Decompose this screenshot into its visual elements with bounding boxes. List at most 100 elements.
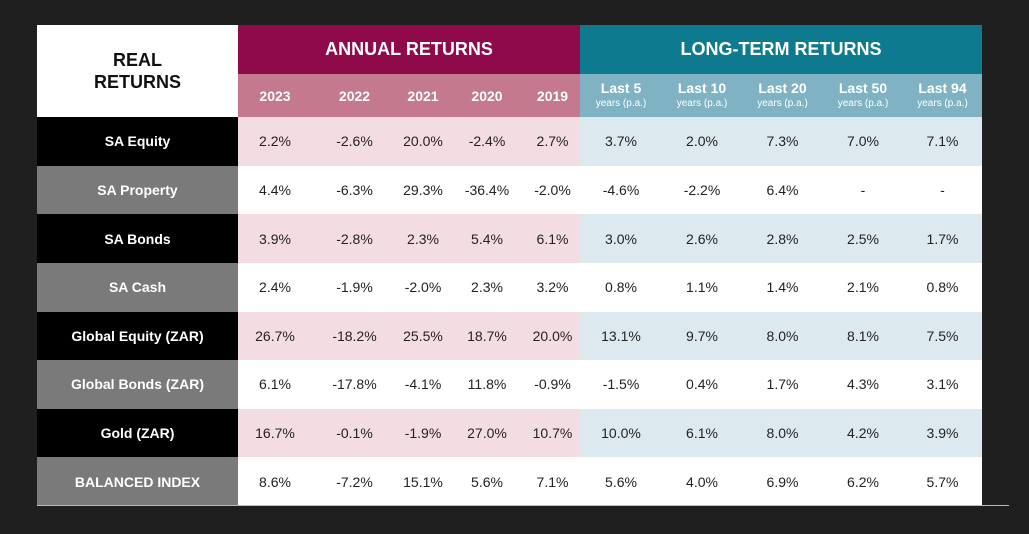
data-cell: 10.0% <box>580 408 662 458</box>
data-cell: 4.2% <box>823 408 903 458</box>
data-cell: 7.1% <box>903 117 982 166</box>
data-cell: 15.1% <box>397 457 449 506</box>
column-header-label: Last 20 <box>758 79 807 96</box>
column-header-label: Last 10 <box>677 79 727 96</box>
data-cell: 6.4% <box>742 165 823 215</box>
data-cell: 20.0% <box>397 117 449 166</box>
data-cell: 2.3% <box>397 214 449 263</box>
data-cell: 1.1% <box>662 262 742 312</box>
row-label: SA Equity <box>37 117 238 166</box>
data-cell: 8.0% <box>742 311 823 361</box>
data-cell: -0.9% <box>525 360 580 409</box>
row-label: Gold (ZAR) <box>37 408 238 458</box>
column-header-sublabel: years (p.a.) <box>917 97 968 109</box>
data-cell: -17.8% <box>312 360 397 409</box>
data-cell: 3.7% <box>580 117 662 166</box>
data-cell: 1.4% <box>742 262 823 312</box>
data-cell: 3.9% <box>903 408 982 458</box>
data-cell: 7.3% <box>742 117 823 166</box>
column-header-sublabel: years (p.a.) <box>595 97 647 109</box>
data-cell: 8.0% <box>742 408 823 458</box>
corner-label: REAL RETURNS <box>37 25 238 117</box>
data-cell: 7.0% <box>823 117 903 166</box>
data-cell: 4.3% <box>823 360 903 409</box>
row-label: SA Property <box>37 165 238 215</box>
row-label: SA Cash <box>37 262 238 312</box>
row-label: SA Bonds <box>37 214 238 263</box>
data-cell: -2.0% <box>525 165 580 215</box>
data-cell: 5.4% <box>449 214 525 263</box>
data-cell: -18.2% <box>312 311 397 361</box>
data-cell: 2.7% <box>525 117 580 166</box>
data-cell: 7.5% <box>903 311 982 361</box>
data-cell: 29.3% <box>397 165 449 215</box>
data-cell: -4.6% <box>580 165 662 215</box>
column-header: 2022 <box>312 74 397 117</box>
corner-label-line-2: RETURNS <box>93 72 181 92</box>
data-cell: 2.1% <box>823 262 903 312</box>
data-cell: -2.6% <box>312 117 397 166</box>
data-cell: 3.2% <box>525 262 580 312</box>
data-cell: -1.9% <box>312 262 397 312</box>
column-header: Last 10 years (p.a.) <box>662 74 742 117</box>
data-cell: 9.7% <box>662 311 742 361</box>
data-cell: 18.7% <box>449 311 525 361</box>
column-header-label: Last 94 <box>918 79 967 96</box>
column-header-label: Last 5 <box>600 79 642 96</box>
data-cell: - <box>823 165 903 215</box>
data-cell: 3.9% <box>238 214 312 263</box>
column-header-sublabel: years (p.a.) <box>757 97 808 109</box>
data-cell: 8.1% <box>823 311 903 361</box>
data-cell: -7.2% <box>312 457 397 506</box>
real-returns-table: REAL RETURNS ANNUAL RETURNS LONG-TERM RE… <box>37 25 1009 506</box>
data-cell: 2.5% <box>823 214 903 263</box>
data-cell: 27.0% <box>449 408 525 458</box>
data-cell: 8.6% <box>238 457 312 506</box>
column-header: Last 20 years (p.a.) <box>742 74 823 117</box>
data-cell: 2.0% <box>662 117 742 166</box>
data-cell: 6.1% <box>525 214 580 263</box>
data-cell: 4.0% <box>662 457 742 506</box>
data-cell: 0.8% <box>580 262 662 312</box>
column-header: Last 50 years (p.a.) <box>823 74 903 117</box>
data-cell: 6.1% <box>238 360 312 409</box>
column-header: 2021 <box>397 74 449 117</box>
data-cell: 4.4% <box>238 165 312 215</box>
data-cell: 3.0% <box>580 214 662 263</box>
data-cell: 2.6% <box>662 214 742 263</box>
row-label: Global Bonds (ZAR) <box>37 360 238 409</box>
data-cell: 6.1% <box>662 408 742 458</box>
corner-label-line-1: REAL <box>113 50 162 70</box>
data-cell: -6.3% <box>312 165 397 215</box>
data-cell: 1.7% <box>742 360 823 409</box>
data-cell: 5.6% <box>580 457 662 506</box>
data-cell: -2.4% <box>449 117 525 166</box>
data-cell: 25.5% <box>397 311 449 361</box>
data-cell: -0.1% <box>312 408 397 458</box>
data-cell: 11.8% <box>449 360 525 409</box>
data-cell: 3.1% <box>903 360 982 409</box>
annual-returns-header: ANNUAL RETURNS <box>238 25 580 74</box>
data-cell: 5.6% <box>449 457 525 506</box>
column-header: 2020 <box>449 74 525 117</box>
data-cell: 2.2% <box>238 117 312 166</box>
data-cell: -1.5% <box>580 360 662 409</box>
data-cell: 20.0% <box>525 311 580 361</box>
row-label: BALANCED INDEX <box>37 457 238 506</box>
data-cell: -4.1% <box>397 360 449 409</box>
data-cell: 2.3% <box>449 262 525 312</box>
long-term-returns-header: LONG-TERM RETURNS <box>580 25 982 74</box>
data-cell: - <box>903 165 982 215</box>
data-cell: -2.2% <box>662 165 742 215</box>
column-header: Last 94 years (p.a.) <box>903 74 982 117</box>
data-cell: 6.2% <box>823 457 903 506</box>
data-cell: 26.7% <box>238 311 312 361</box>
row-label: Global Equity (ZAR) <box>37 311 238 361</box>
data-cell: 0.4% <box>662 360 742 409</box>
column-header: 2019 <box>525 74 580 117</box>
data-cell: 5.7% <box>903 457 982 506</box>
data-cell: 0.8% <box>903 262 982 312</box>
column-header-sublabel: years (p.a.) <box>676 97 728 109</box>
column-header: Last 5 years (p.a.) <box>580 74 662 117</box>
data-cell: -2.0% <box>397 262 449 312</box>
